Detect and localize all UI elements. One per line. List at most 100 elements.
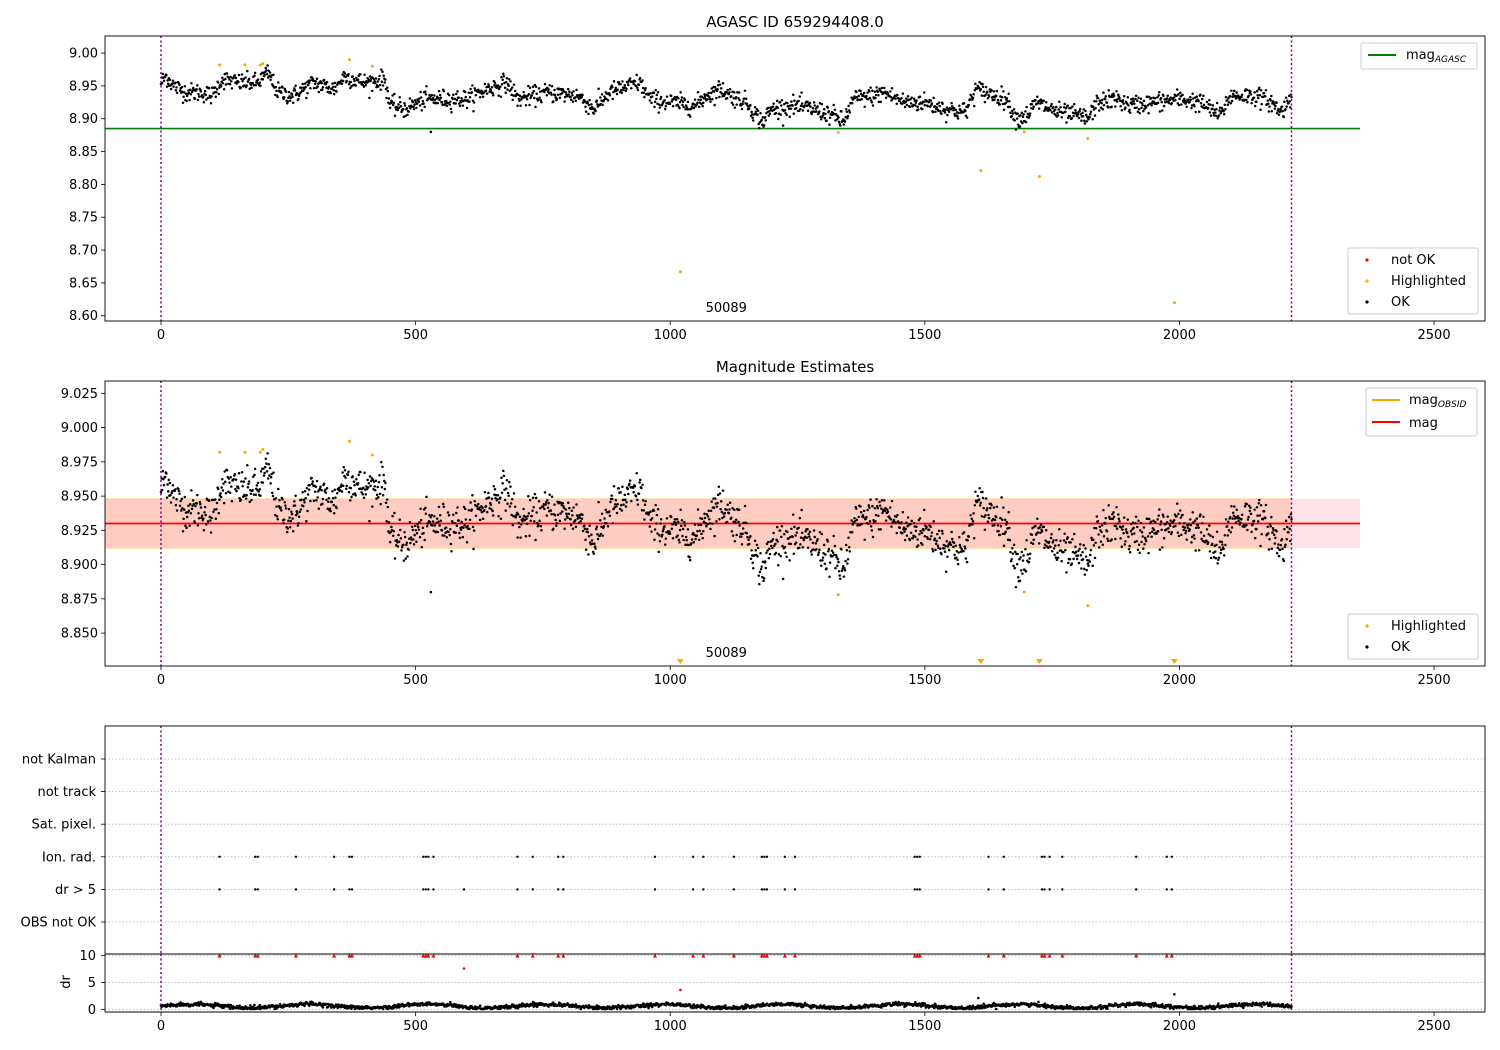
ok-point [294,494,297,497]
ok-point [265,69,268,72]
ok-point [743,89,747,92]
ok-point [496,86,499,89]
ok-point [241,79,244,83]
ok-point [1088,116,1091,119]
ok-point [1270,515,1273,519]
ok-point [1015,563,1019,566]
ok-point [569,523,573,527]
ok-point [656,507,660,511]
ok-point [866,508,869,512]
ok-point [886,510,890,514]
ok-point [1052,547,1056,550]
ok-point [1193,519,1197,522]
ok-point [830,549,834,552]
ok-point [1094,527,1098,530]
ok-point [1137,519,1140,522]
ok-point [544,503,547,506]
ok-point [703,93,706,96]
ok-point [1114,105,1117,108]
ok-point [1249,512,1253,516]
ok-point [1028,557,1031,560]
ok-point [601,103,604,107]
ok-point [726,503,729,506]
ok-point [461,535,465,539]
ok-point [1051,541,1055,544]
ok-point [509,485,512,488]
ok-point [1191,92,1194,95]
ok-point [1072,557,1075,561]
ok-point [242,480,246,483]
ok-point [1013,119,1016,122]
ok-point [399,100,402,104]
ok-point [1140,102,1144,105]
ok-point [656,532,659,535]
ok-point [1157,514,1160,517]
ok-point [537,87,541,90]
ok-point [483,490,487,494]
ok-point [677,97,680,100]
ok-point [611,497,614,501]
ok-point [384,481,387,485]
ok-point [599,96,602,99]
ok-point [792,552,796,556]
ok-point [1275,551,1279,555]
ok-point [1247,94,1250,98]
ok-point [1148,102,1152,105]
ok-point [1184,529,1188,533]
ok-point [786,101,789,105]
ok-point [362,85,366,88]
ok-point [641,79,644,82]
x-tick-label: 2000 [1163,673,1196,688]
ok-point [969,93,972,97]
ok-point [262,474,266,477]
ok-point [659,522,662,525]
ok-point [652,509,656,512]
ok-point [219,495,223,499]
ok-point [815,110,818,113]
ok-point [751,116,754,120]
ok-point [244,477,247,480]
ok-point [307,488,311,491]
flag-point [765,888,769,891]
ok-point [1049,109,1052,112]
ok-point [375,493,379,497]
ok-point [1143,107,1146,111]
ok-point [977,86,981,89]
ok-point [259,84,262,88]
ok-point [706,98,709,101]
ok-point [444,526,448,529]
ok-point [1021,121,1024,125]
ok-point [423,538,426,542]
ok-point [632,82,635,86]
ok-point [497,87,501,91]
ok-point [776,106,779,109]
ok-point [643,503,647,507]
ok-point [801,546,805,549]
ok-point [470,508,474,511]
ok-point [1253,536,1257,540]
ok-point [369,484,372,488]
ok-point [1181,93,1184,97]
ok-point [648,99,652,102]
ok-point [276,95,279,99]
ok-point [1249,506,1252,510]
ok-point [1247,504,1251,508]
ok-point [1157,94,1160,97]
ok-point [1277,113,1281,116]
highlighted-point [347,58,351,62]
ok-point [259,470,263,473]
ok-point [725,508,728,511]
ok-point [695,103,699,107]
ok-point [296,92,299,96]
ok-point [1015,117,1019,120]
ok-point [1229,530,1233,534]
ok-point [383,487,387,491]
ok-point [267,69,271,72]
ok-point [703,516,707,520]
flag-point [1048,888,1051,891]
ok-point [764,566,768,570]
ok-point [508,480,511,484]
ok-point [213,498,217,501]
ok-point [595,99,599,102]
ok-point [1130,102,1134,106]
